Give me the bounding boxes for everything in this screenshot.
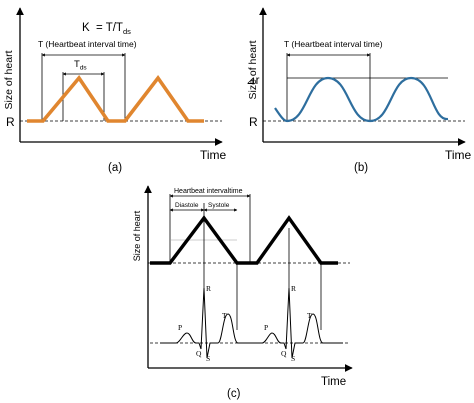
- panel-c-t-label-2: T: [307, 311, 312, 320]
- panel-c-t-label: T: [222, 311, 227, 320]
- panel-c-q-label-2: Q: [281, 349, 287, 358]
- panel-c: Size of heart Time (c) Heartbeat interva…: [132, 185, 353, 400]
- panel-b-delta-r-label: ⊿r: [246, 75, 260, 87]
- panel-b-y-axis-label: Size of heart: [247, 40, 259, 99]
- panel-a-caption: (a): [108, 162, 122, 174]
- panel-c-caption: (c): [227, 388, 241, 400]
- panel-c-ecg-trace: [160, 287, 343, 359]
- panel-c-r-label-2: R: [291, 284, 296, 293]
- panel-b-x-axis-label: Time: [445, 148, 472, 162]
- panel-a-tds-label: Tds: [74, 59, 87, 72]
- panel-a-y-axis-label: Size of heart: [3, 50, 15, 109]
- panel-c-x-axis-label: Time: [321, 376, 346, 388]
- panel-b-sine-wave: [274, 76, 449, 123]
- panel-a-interval-label: T (Heartbeat interval time): [38, 39, 137, 49]
- panel-c-interval-label: Heartbeat intervaltime: [174, 188, 243, 195]
- panel-a: Size of heart R Time (a) K = T/Tds T (He…: [3, 7, 227, 174]
- panel-c-r-label: R: [206, 284, 211, 293]
- panel-c-s-label-2: S: [291, 354, 295, 363]
- panel-c-q-label: Q: [196, 349, 202, 358]
- panel-a-triangle-wave: [27, 74, 204, 123]
- panel-b: Size of heart R ⊿r Time (b) T (Heartbeat…: [246, 7, 472, 174]
- panel-c-p-label: P: [178, 323, 182, 332]
- panel-a-formula: = T/Tds: [96, 22, 131, 36]
- panel-a-r-label: R: [6, 115, 15, 129]
- panel-c-s-label: S: [206, 354, 210, 363]
- panel-a-x-axis-label: Time: [200, 148, 227, 162]
- panel-c-diastole-label: Diastole: [175, 202, 199, 209]
- panel-c-triangle-wave: [150, 215, 338, 265]
- panel-c-systole-label: Systole: [208, 202, 230, 209]
- panel-c-p-label-2: P: [264, 323, 268, 332]
- panel-b-caption: (b): [354, 162, 368, 174]
- panel-c-y-axis-label: Size of heart: [132, 210, 142, 261]
- panel-b-interval-label: T (Heartbeat interval time): [284, 39, 383, 49]
- panel-a-formula-k: K: [82, 22, 90, 34]
- panel-b-r-label: R: [249, 115, 258, 129]
